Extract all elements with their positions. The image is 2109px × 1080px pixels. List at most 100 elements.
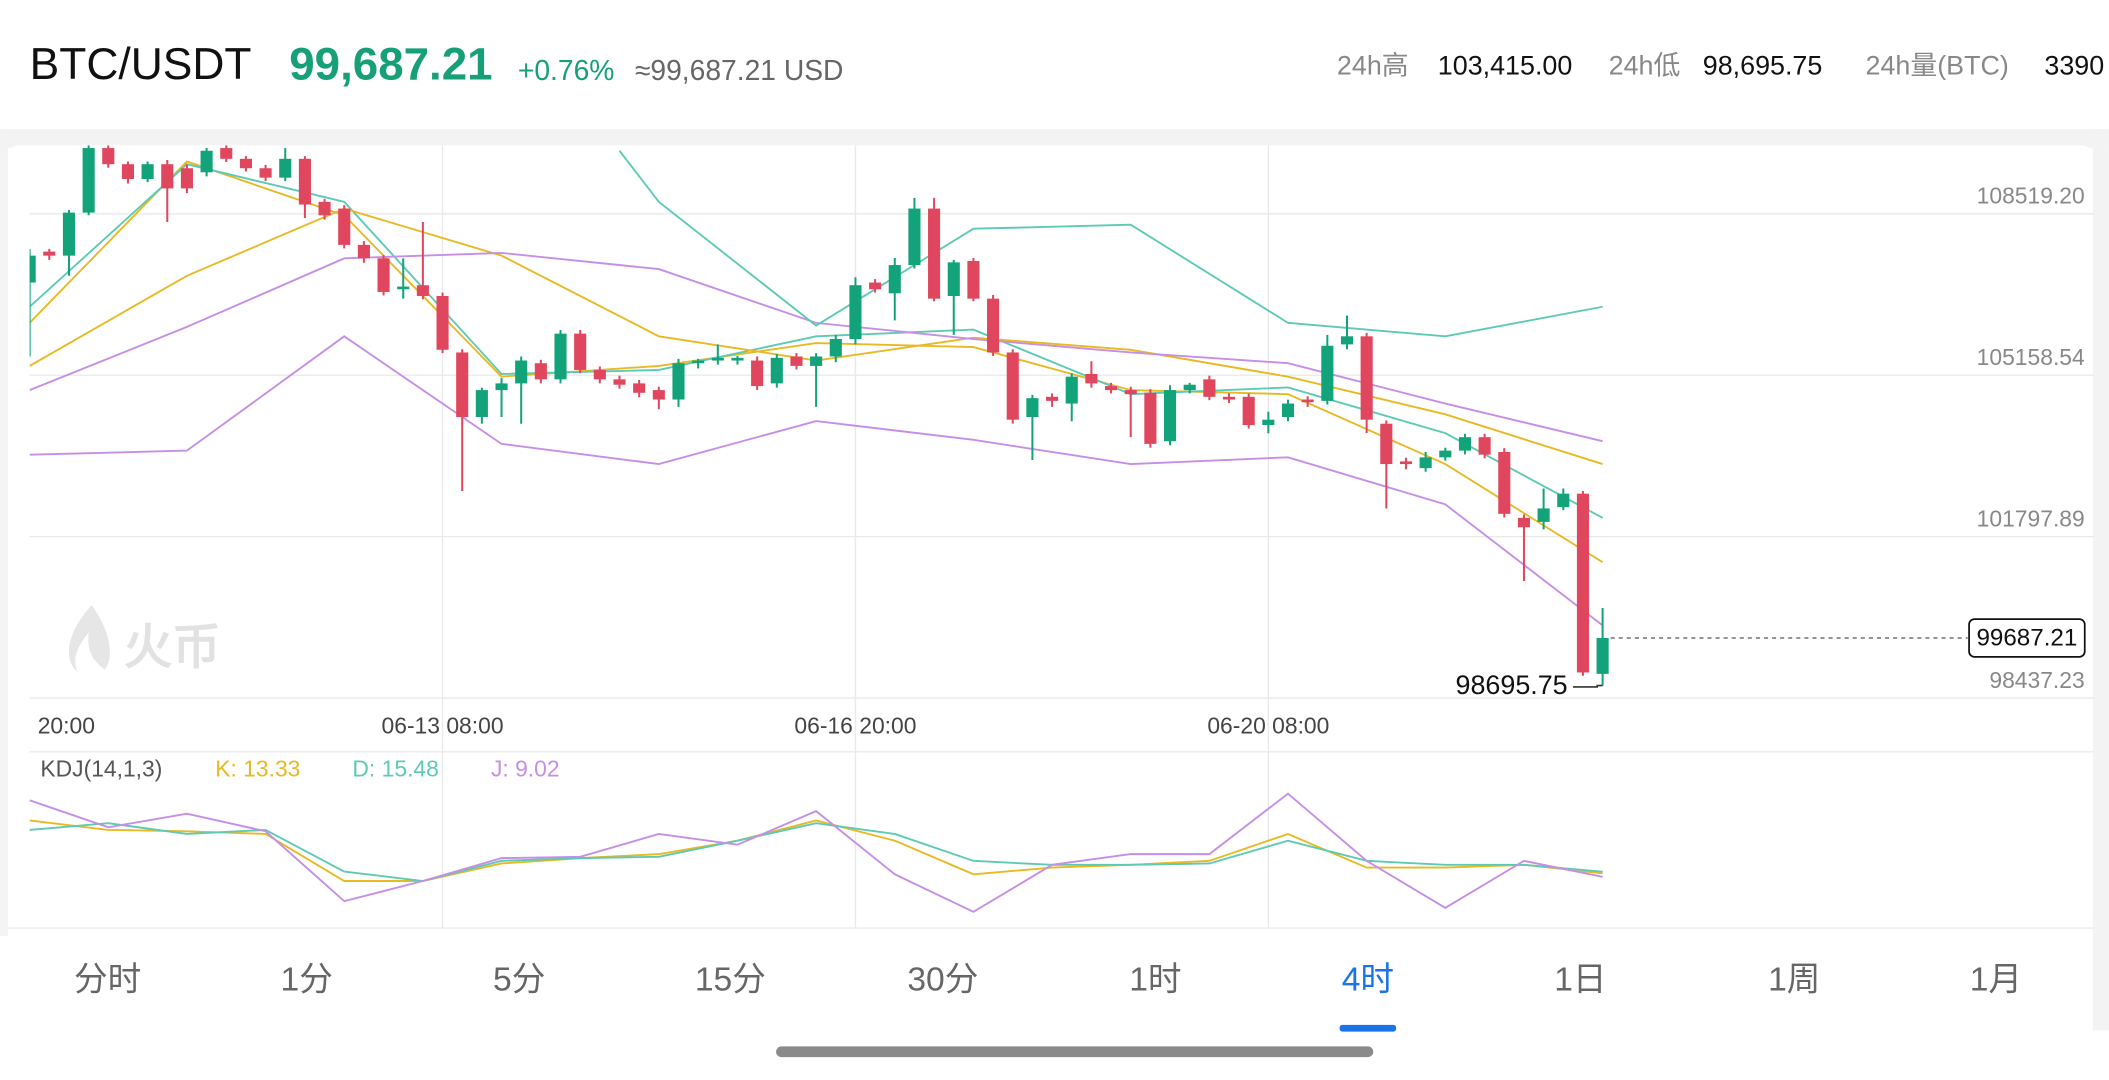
candle-body (1439, 450, 1452, 458)
low-label: 98695.75 (1456, 670, 1568, 700)
tab[interactable]: 30分 (907, 962, 978, 999)
ma-line (29, 252, 1603, 443)
candle-body (692, 360, 705, 364)
stat-value: 3390 (2044, 50, 2104, 80)
stat-label: 24h低 (1609, 50, 1681, 80)
candle-body (141, 164, 154, 179)
candle-body (29, 255, 36, 283)
candle-body (397, 286, 410, 290)
candle-body (829, 339, 842, 357)
candle-body (1065, 376, 1078, 404)
candle-body (947, 262, 960, 296)
tab[interactable]: 15分 (695, 962, 766, 999)
candle-body (534, 363, 547, 380)
candle-body (161, 164, 174, 189)
ma-line (29, 163, 1604, 519)
candle-body (1046, 396, 1059, 401)
x-tick-label: 06-20 08:00 (1207, 713, 1329, 739)
candle-body (593, 369, 606, 380)
candle-body (1085, 373, 1098, 384)
stat-label: 24h量(BTC) (1866, 50, 2009, 80)
candle-body (416, 285, 429, 296)
candle-body (928, 208, 941, 299)
right-edge (2092, 129, 2109, 1031)
candle-body (1026, 398, 1039, 418)
legend-entry: J: 9.02 (491, 756, 560, 782)
candle-body (849, 285, 862, 340)
last-price-box (1968, 618, 2086, 658)
tab[interactable]: 1日 (1554, 962, 1606, 999)
ma-line (29, 335, 1604, 627)
candle-body (1576, 493, 1589, 673)
candle-body (1340, 336, 1354, 345)
price: 99,687.21 (289, 38, 492, 89)
candle-body (1262, 419, 1275, 426)
candle-body (613, 379, 626, 385)
x-tick-label: 06-16 20:00 (794, 713, 916, 739)
candle-body (1124, 390, 1137, 395)
candle-body (259, 168, 272, 178)
kdj-line (29, 822, 1603, 882)
tab[interactable]: 1分 (281, 962, 333, 999)
candle-body (1517, 517, 1531, 528)
y-tick-label: 98437.23 (1989, 667, 2084, 693)
tab-bar: 分时 1分 5分 15分 30分 1时 4时 1日 1周 1月 (74, 962, 2022, 1032)
legend-entry: D: 15.48 (352, 756, 438, 782)
candle-body (1321, 345, 1334, 401)
candle-body (220, 148, 233, 159)
kdj-line (29, 819, 1603, 882)
y-tick-label: 105158.54 (1977, 344, 2085, 370)
candle-body (298, 158, 311, 205)
candle-body (888, 265, 901, 294)
candle-body (180, 168, 193, 189)
candle-body (1006, 352, 1019, 420)
low-marker (1573, 684, 1603, 688)
y-tick-label: 108519.20 (1977, 183, 2085, 209)
candle-body (515, 360, 528, 384)
logo-flame (68, 605, 110, 673)
candle-body (1537, 508, 1550, 522)
candle-body (1596, 638, 1609, 674)
watermark: 火币 (124, 621, 221, 675)
candle-body (1242, 396, 1255, 426)
ma-line (618, 150, 1603, 338)
candle-body (82, 148, 95, 213)
candle-body (554, 333, 567, 380)
tab[interactable]: 分时 (74, 962, 141, 999)
tab[interactable]: 1周 (1768, 962, 1820, 999)
candle-body (967, 261, 980, 299)
kdj-line (29, 792, 1603, 913)
stat-value: 103,415.00 (1438, 50, 1573, 80)
candle-body (574, 333, 587, 370)
candle-body (672, 363, 685, 400)
candle-body (1399, 461, 1413, 465)
ma-line (29, 160, 1604, 564)
candle-body (908, 208, 921, 266)
candle-body (731, 357, 744, 361)
candle-body (810, 356, 823, 366)
candle-body (475, 390, 488, 418)
candle-body (200, 150, 213, 173)
candle-body (1419, 457, 1432, 469)
kdj-title: KDJ(14,1,3) (40, 756, 162, 782)
stat-value: 98,695.75 (1703, 50, 1823, 80)
candle-body (1144, 392, 1157, 444)
tab[interactable]: 1月 (1970, 962, 2022, 999)
last-price-label: 99687.21 (1976, 625, 2077, 652)
candle-body (377, 258, 390, 292)
candle-body (770, 357, 783, 384)
candle-body (495, 383, 508, 391)
tab[interactable]: 5分 (493, 962, 545, 999)
candle-body (1478, 437, 1491, 455)
tab-underline (1339, 1024, 1397, 1032)
change: +0.76% (518, 54, 615, 86)
tab[interactable]: 1时 (1129, 962, 1181, 999)
candle-body (1557, 493, 1570, 508)
candle-body (1222, 396, 1236, 400)
tab[interactable]: 4时 (1342, 962, 1394, 999)
candle-body (1281, 403, 1295, 418)
candle-body (1380, 423, 1393, 465)
candle-body (633, 383, 646, 393)
divider (0, 129, 2109, 148)
